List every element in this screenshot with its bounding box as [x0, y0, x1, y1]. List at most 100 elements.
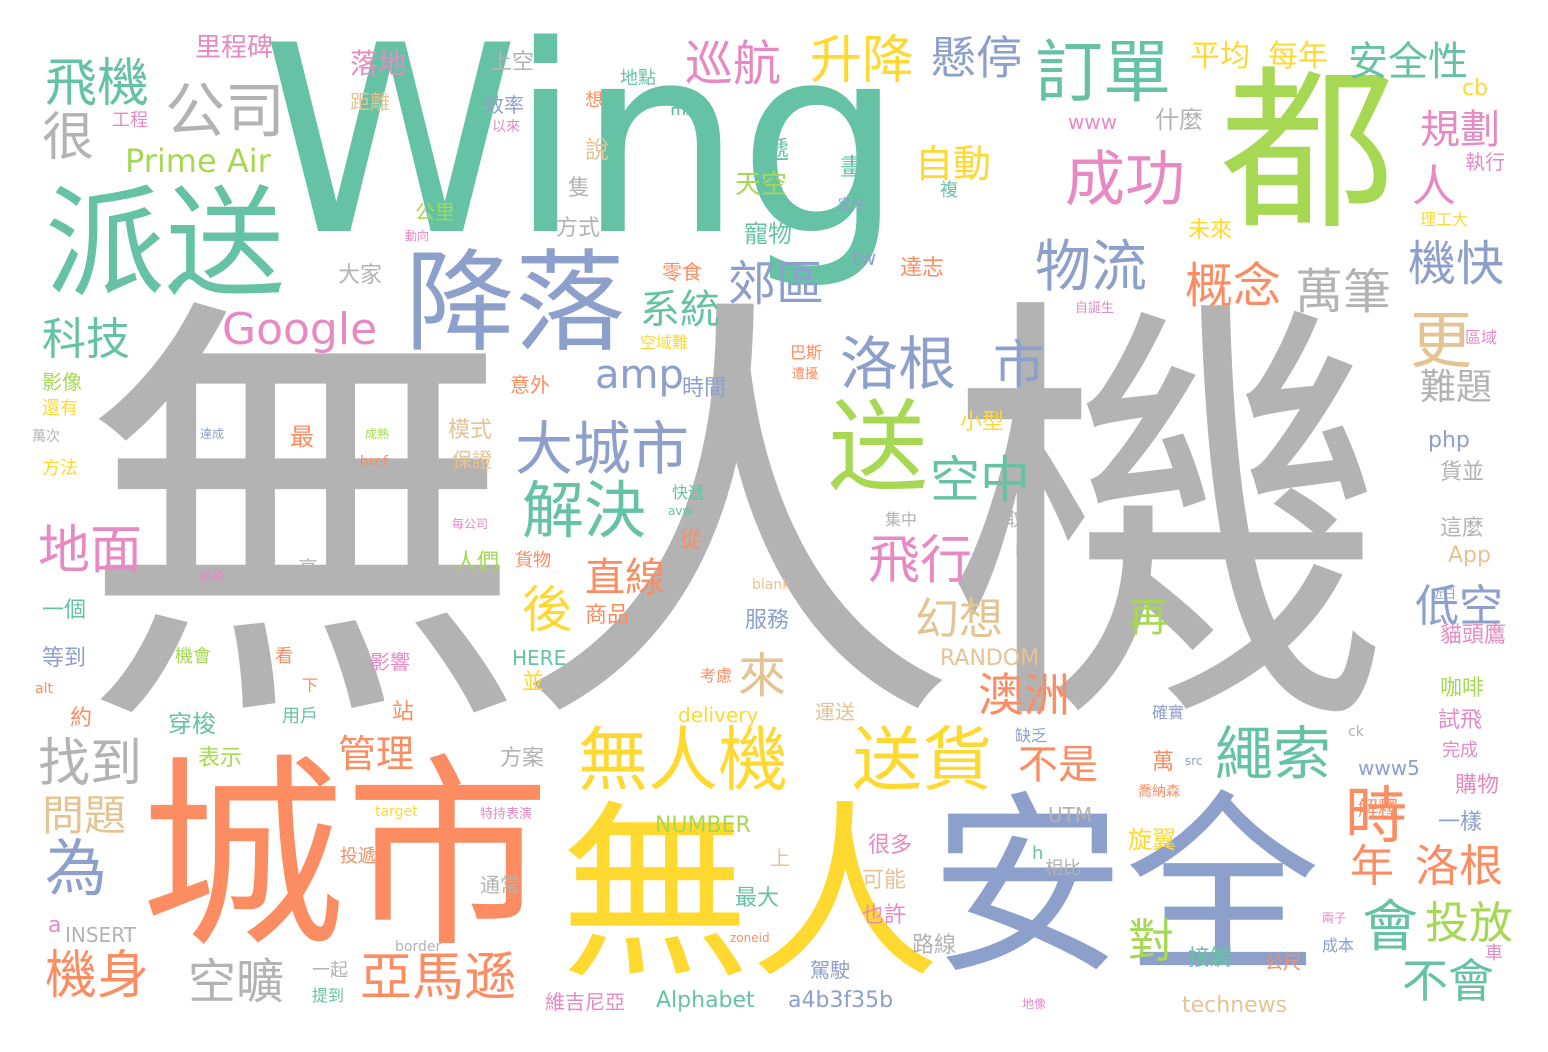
word-will: 會	[1362, 895, 1418, 960]
word-special-show: 特持表演	[480, 807, 533, 822]
word-express: 快遞	[672, 483, 705, 502]
word-efficiency: 效率	[484, 93, 524, 117]
word-what: 什麼	[1155, 106, 1203, 134]
word-disturb: 遭擾	[792, 367, 819, 382]
word-mode: 模式	[448, 418, 493, 443]
word-img: img	[1015, 540, 1046, 559]
word-unmanned: 無人	[560, 784, 941, 1005]
word-avw: avw	[668, 504, 693, 518]
word-accident: 意外	[510, 373, 550, 397]
word-and: 並	[522, 670, 545, 695]
word-delivery: 送貨	[852, 719, 992, 801]
word-since: 以來	[492, 119, 520, 135]
word-h: h	[1032, 843, 1044, 864]
word-automatic: 自動	[915, 142, 992, 186]
word-kilometer: 公里	[415, 200, 455, 224]
word-come: 來	[738, 648, 787, 704]
word-post: 投遞	[340, 846, 376, 867]
word-safety: 安全	[930, 774, 1320, 1001]
word-mention: 提到	[312, 986, 345, 1005]
word-imagery: 影像	[42, 370, 82, 394]
word-planning: 規劃	[1420, 107, 1500, 153]
word-fantasy: 幻想	[915, 594, 1003, 645]
word-tw: tw	[852, 246, 877, 270]
word-contact: 接觸	[1188, 946, 1233, 971]
word-security: 安全性	[1348, 39, 1468, 85]
word-since-birth: 自誕生	[1075, 301, 1115, 316]
word-recently: 近日	[1432, 587, 1457, 601]
word-cb: cb	[1462, 76, 1489, 101]
word-all: 都	[1220, 51, 1395, 254]
word-manage: 管理	[338, 732, 415, 776]
word-for: 為	[45, 832, 108, 905]
word-alphabet: Alphabet	[656, 988, 755, 1013]
word-one: 一個	[42, 598, 87, 623]
word-drive: 駕駛	[810, 958, 850, 982]
word-distance: 距離	[350, 90, 390, 114]
word-usually: 通常	[480, 873, 520, 897]
word-complex: 複	[940, 180, 958, 201]
word-lift: 升降	[810, 31, 915, 91]
word-possible: 可能	[862, 868, 907, 893]
word-php: php	[1428, 428, 1470, 453]
word-order: 訂單	[1035, 34, 1172, 113]
word-unit: 隻	[568, 176, 591, 201]
word-more: 更	[1410, 304, 1473, 377]
word-random: RANDOM	[940, 646, 1040, 671]
word-city-short: 市	[993, 336, 1046, 396]
word-from: 從	[680, 528, 703, 553]
word-success: 成功	[1065, 145, 1185, 215]
word-problem: 問題	[42, 791, 127, 840]
word-about: 約	[70, 706, 93, 731]
word-many: 很多	[868, 833, 913, 858]
word-logan-2: 洛根	[1415, 841, 1503, 892]
word-prime-air: Prime Air	[125, 142, 271, 180]
word-compare: 相比	[1045, 858, 1081, 879]
word-ground-image: 地像	[1022, 997, 1047, 1011]
word-low-altitude: 低空	[1415, 581, 1503, 632]
word-ground: 地面	[38, 521, 143, 581]
word-midair: 空中	[930, 451, 1030, 509]
word-find: 找到	[38, 734, 143, 794]
word-transport: 運送	[815, 700, 855, 724]
word-landing: 降落	[405, 239, 625, 367]
word-suburb: 郊區	[728, 256, 825, 312]
word-drone-main: 無人機	[80, 263, 1391, 781]
word-high: 高	[298, 556, 318, 580]
word-also: 還有	[42, 398, 78, 419]
word-dazhi: 達志	[900, 256, 945, 281]
word-ck: ck	[1348, 724, 1364, 740]
word-milestone: 里程碑	[195, 33, 274, 63]
word-delivery-en: delivery	[678, 703, 759, 727]
word-virginia: 維吉尼亞	[545, 990, 625, 1014]
word-year: 年	[1350, 841, 1394, 892]
word-airspace-hard: 空域難	[640, 333, 689, 352]
word-utm: UTM	[1048, 803, 1093, 827]
word-owl: 貓頭鷹	[1440, 623, 1507, 648]
word-shuttle: 穿梭	[168, 710, 216, 738]
word-dispatch: 派送	[45, 175, 285, 314]
word-trend: 動向	[405, 229, 430, 243]
word-touchdown: 落地	[350, 47, 407, 80]
word-is-not: 不是	[1018, 742, 1098, 788]
word-complete: 完成	[1442, 740, 1478, 761]
word-most: 最	[290, 423, 314, 451]
word-execute: 執行	[1465, 150, 1505, 174]
word-timing: 時間	[682, 376, 727, 401]
word-time: 時	[1345, 779, 1408, 852]
word-test-flight: 試飛	[1438, 708, 1483, 733]
word-target: target	[375, 804, 418, 820]
word-goods-and: 貨並	[1440, 460, 1485, 485]
word-a: a	[48, 913, 62, 938]
word-draw: 畫	[840, 153, 864, 181]
word-insert: INSERT	[65, 923, 136, 947]
word-very: 很	[42, 108, 95, 168]
word-merchandise: 商品	[585, 603, 630, 628]
word-pass: 遞	[765, 136, 789, 164]
word-station: 站	[392, 700, 415, 725]
word-fuselage: 機身	[45, 946, 150, 1006]
word-system: 系統	[640, 287, 720, 333]
word-company: 公司	[165, 77, 285, 147]
word-difficulty: 難題	[1420, 367, 1493, 408]
